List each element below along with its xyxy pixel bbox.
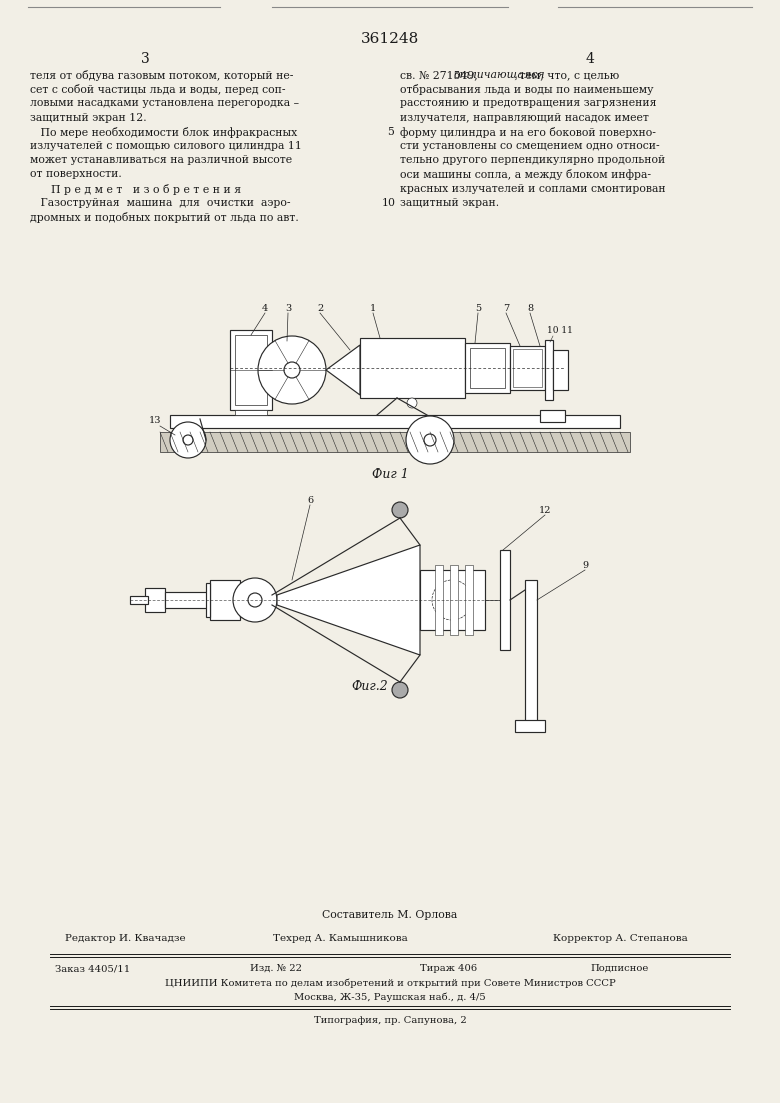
Circle shape <box>406 416 454 464</box>
Text: 7: 7 <box>503 304 509 313</box>
Text: защитный экран.: защитный экран. <box>400 197 499 207</box>
Bar <box>545 340 553 400</box>
Text: 5: 5 <box>475 304 481 313</box>
Text: Редактор И. Квачадзе: Редактор И. Квачадзе <box>65 934 186 943</box>
Text: отбрасывания льда и воды по наименьшему: отбрасывания льда и воды по наименьшему <box>400 84 654 95</box>
Text: ЦНИИПИ Комитета по делам изобретений и открытий при Совете Министров СССР: ЦНИИПИ Комитета по делам изобретений и о… <box>165 978 615 987</box>
Polygon shape <box>277 545 420 655</box>
Text: Составитель М. Орлова: Составитель М. Орлова <box>322 910 458 920</box>
Text: 10: 10 <box>382 197 396 207</box>
Text: 5: 5 <box>387 127 394 137</box>
Bar <box>420 570 485 630</box>
Bar <box>160 432 630 452</box>
Circle shape <box>392 502 408 518</box>
Text: может устанавливаться на различной высоте: может устанавливаться на различной высот… <box>30 156 292 165</box>
Text: теля от обдува газовым потоком, который не-: теля от обдува газовым потоком, который … <box>30 69 293 81</box>
Text: Заказ 4405/11: Заказ 4405/11 <box>55 964 130 973</box>
Circle shape <box>258 336 326 404</box>
Bar <box>240 583 245 617</box>
Text: 2: 2 <box>317 304 323 313</box>
Bar <box>360 338 465 398</box>
Circle shape <box>392 682 408 698</box>
Bar <box>165 592 210 608</box>
Text: Техред А. Камышникова: Техред А. Камышникова <box>273 934 407 943</box>
Bar <box>230 330 272 410</box>
Bar <box>513 349 542 387</box>
Text: 13: 13 <box>149 416 161 425</box>
Text: 12: 12 <box>539 506 551 515</box>
Bar <box>500 550 510 650</box>
Text: По мере необходимости блок инфракрасных: По мере необходимости блок инфракрасных <box>30 127 297 138</box>
Text: тельно другого перпендикулярно продольной: тельно другого перпендикулярно продольно… <box>400 156 665 165</box>
Text: 9: 9 <box>582 561 588 570</box>
Bar <box>170 415 620 428</box>
Text: красных излучателей и соплами смонтирован: красных излучателей и соплами смонтирова… <box>400 183 665 194</box>
Text: ловыми насадками установлена перегородка –: ловыми насадками установлена перегородка… <box>30 98 299 108</box>
Circle shape <box>407 398 417 408</box>
Text: Подписное: Подписное <box>590 964 648 973</box>
Text: расстоянию и предотвращения загрязнения: расстоянию и предотвращения загрязнения <box>400 98 657 108</box>
Text: сти установлены со смещением одно относи-: сти установлены со смещением одно относи… <box>400 141 660 151</box>
Bar <box>435 565 443 635</box>
Bar <box>515 720 545 732</box>
Text: 8: 8 <box>527 304 533 313</box>
Circle shape <box>284 362 300 378</box>
Text: излучателей с помощью силового цилиндра 11: излучателей с помощью силового цилиндра … <box>30 141 302 151</box>
Bar <box>235 410 267 415</box>
Bar <box>210 580 240 620</box>
Text: сет с собой частицы льда и воды, перед соп-: сет с собой частицы льда и воды, перед с… <box>30 84 285 95</box>
Text: 6: 6 <box>307 496 313 505</box>
Text: 361248: 361248 <box>361 32 419 46</box>
Text: 4: 4 <box>586 52 594 66</box>
Text: отличающаяся: отличающаяся <box>454 69 546 81</box>
Bar <box>450 565 458 635</box>
Text: 4: 4 <box>262 304 268 313</box>
Bar <box>525 580 537 730</box>
Circle shape <box>248 593 262 607</box>
Polygon shape <box>326 345 360 395</box>
Bar <box>206 583 210 617</box>
Text: 10 11: 10 11 <box>547 326 573 335</box>
Text: Изд. № 22: Изд. № 22 <box>250 964 302 973</box>
Circle shape <box>424 433 436 446</box>
Text: св. № 271549,: св. № 271549, <box>400 69 481 81</box>
Text: защитный экран 12.: защитный экран 12. <box>30 113 147 122</box>
Bar <box>145 588 165 612</box>
Text: 1: 1 <box>370 304 376 313</box>
Text: дромных и подобных покрытий от льда по авт.: дромных и подобных покрытий от льда по а… <box>30 212 299 223</box>
Text: Фиг.2: Фиг.2 <box>352 681 388 693</box>
Bar <box>465 343 510 393</box>
Circle shape <box>432 580 472 620</box>
Bar <box>465 565 473 635</box>
Circle shape <box>233 578 277 622</box>
Text: тем, что, с целью: тем, что, с целью <box>516 69 619 81</box>
Bar <box>130 596 148 604</box>
Bar <box>235 335 267 405</box>
Bar <box>510 346 545 390</box>
Circle shape <box>170 422 206 458</box>
Text: Москва, Ж-35, Раушская наб., д. 4/5: Москва, Ж-35, Раушская наб., д. 4/5 <box>294 992 486 1002</box>
Text: Типография, пр. Сапунова, 2: Типография, пр. Сапунова, 2 <box>314 1016 466 1025</box>
Text: форму цилиндра и на его боковой поверхно-: форму цилиндра и на его боковой поверхно… <box>400 127 656 138</box>
Text: Тираж 406: Тираж 406 <box>420 964 477 973</box>
Bar <box>553 350 568 390</box>
Text: Фиг 1: Фиг 1 <box>371 468 409 481</box>
Text: от поверхности.: от поверхности. <box>30 170 122 180</box>
Text: 3: 3 <box>285 304 291 313</box>
Text: 3: 3 <box>140 52 150 66</box>
Text: Корректор А. Степанова: Корректор А. Степанова <box>552 934 687 943</box>
Text: Газоструйная  машина  для  очистки  аэро-: Газоструйная машина для очистки аэро- <box>30 197 290 207</box>
Text: П р е д м е т   и з о б р е т е н и я: П р е д м е т и з о б р е т е н и я <box>30 183 241 194</box>
Text: излучателя, направляющий насадок имеет: излучателя, направляющий насадок имеет <box>400 113 649 122</box>
Circle shape <box>183 435 193 445</box>
Text: оси машины сопла, а между блоком инфра-: оси машины сопла, а между блоком инфра- <box>400 170 651 181</box>
Bar <box>470 349 505 388</box>
Bar <box>540 410 565 422</box>
